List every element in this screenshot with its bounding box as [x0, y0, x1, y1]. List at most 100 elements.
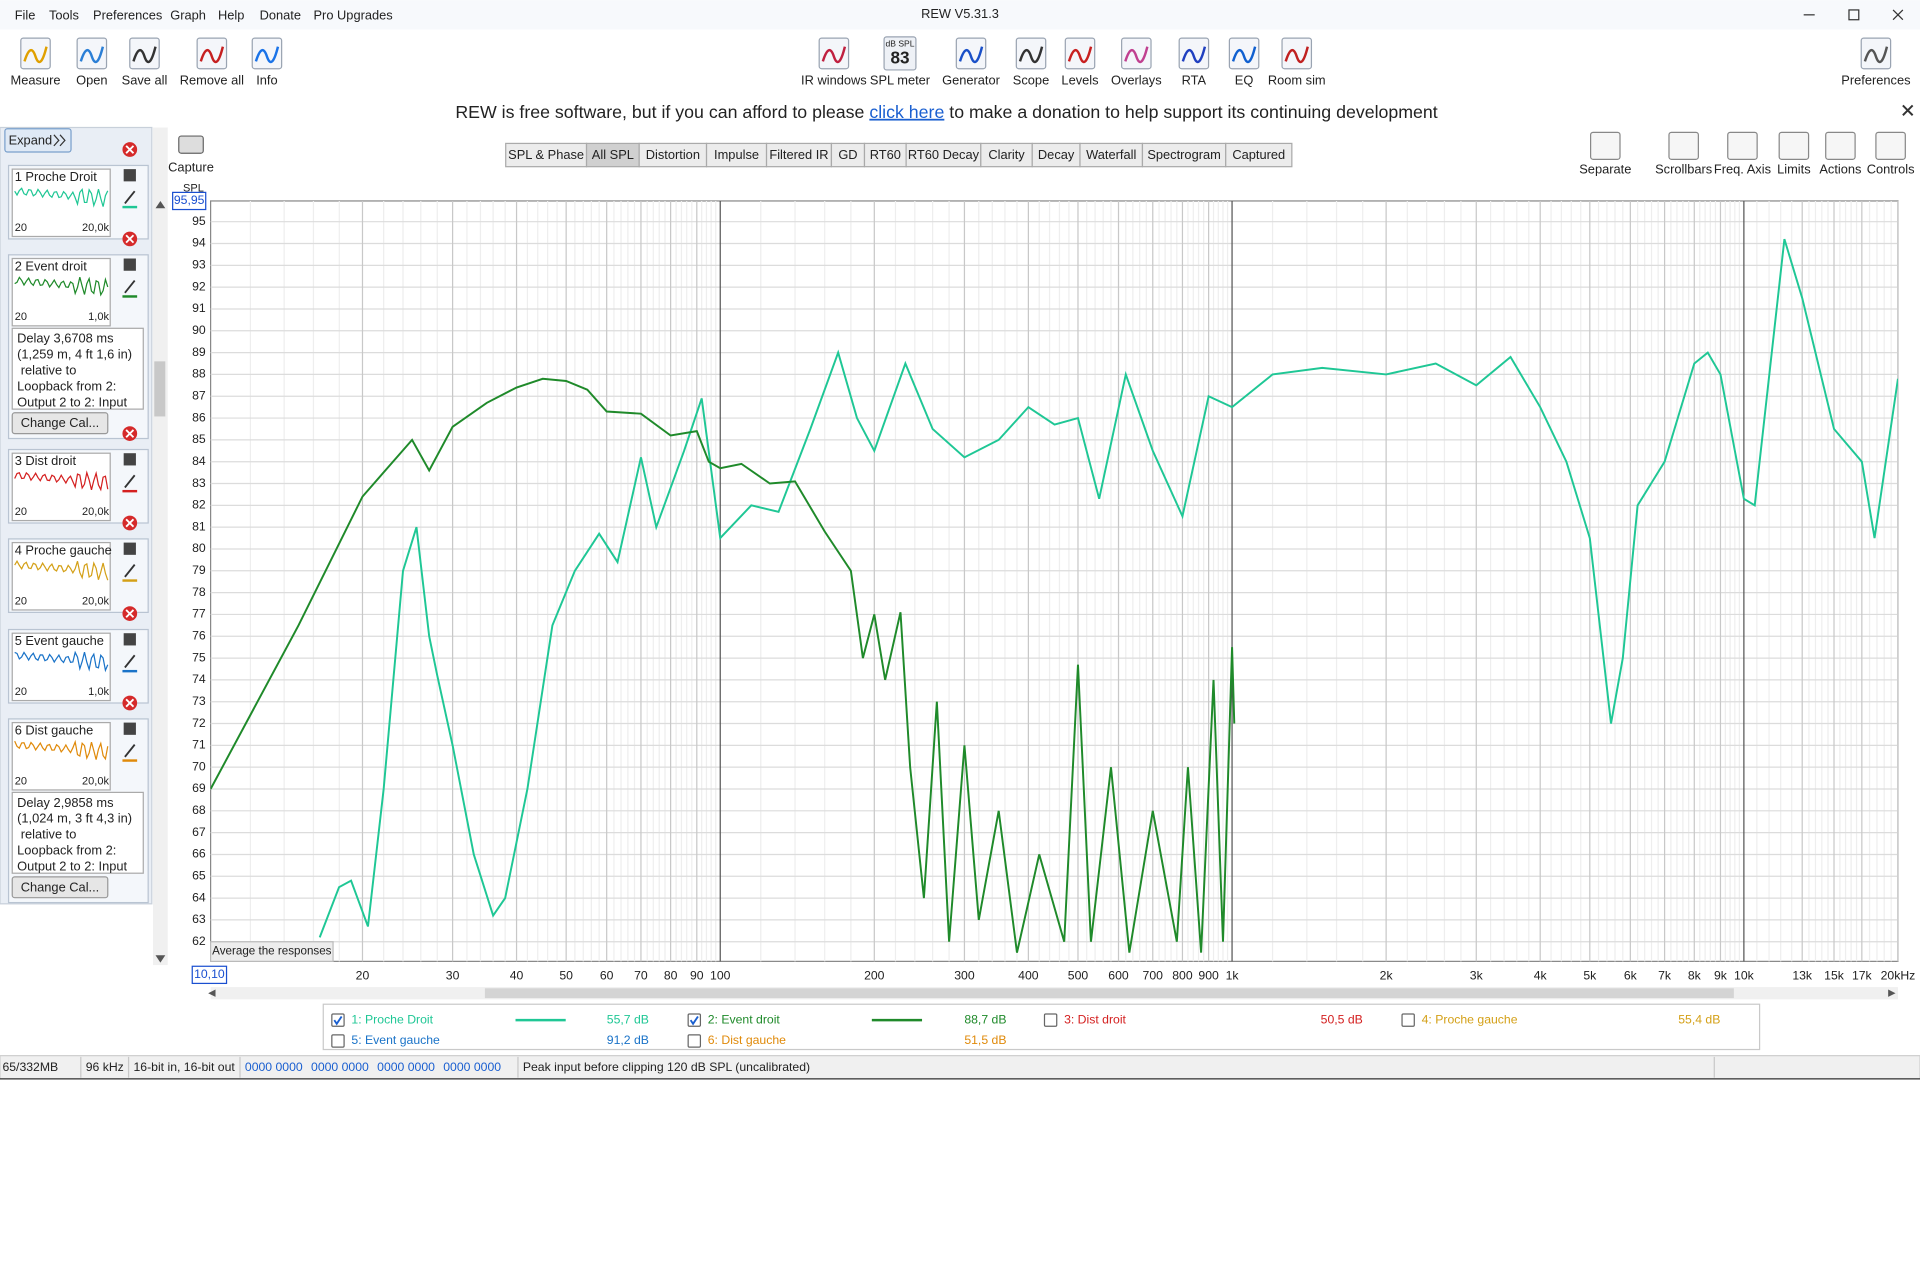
graph-tab-label[interactable]: Waterfall	[1086, 147, 1136, 162]
measurement-label[interactable]: 5 Event gauche	[15, 633, 104, 648]
measurement-label[interactable]: 6 Dist gauche	[15, 723, 94, 738]
toolbar-label[interactable]: IR windows	[801, 72, 867, 87]
legend-check[interactable]	[689, 1015, 699, 1026]
graph-tool-label[interactable]: Limits	[1777, 162, 1811, 177]
restore[interactable]	[1848, 9, 1860, 21]
menu-item[interactable]: File	[15, 7, 36, 22]
graph-tool-label[interactable]: Separate	[1579, 162, 1631, 177]
measurement-label[interactable]: 4 Proche gauche	[15, 543, 112, 558]
save-measurement[interactable]	[123, 722, 136, 735]
legend-checkbox[interactable]	[1043, 1013, 1058, 1027]
graph-tab-label[interactable]: Clarity	[988, 147, 1025, 162]
graph-tab-label[interactable]: Captured	[1232, 147, 1285, 162]
toolbar-label[interactable]: Room sim	[1268, 72, 1326, 87]
legend-name[interactable]: 6: Dist gauche	[708, 1033, 786, 1047]
legend-name[interactable]: 3: Dist droit	[1064, 1012, 1126, 1026]
window-controls[interactable]	[1803, 9, 1914, 116]
expand-label[interactable]: Expand	[9, 132, 53, 147]
graph-tool-icon[interactable]	[1825, 131, 1856, 160]
toolbar-label[interactable]: Save all	[122, 72, 168, 87]
graph-tab-label[interactable]: Impulse	[714, 147, 759, 162]
toolbar-label[interactable]: Scope	[1013, 72, 1049, 87]
toolbar-label[interactable]: Overlays	[1111, 72, 1162, 87]
save-measurement[interactable]	[123, 453, 136, 466]
toolbar-label[interactable]: Info	[256, 72, 277, 87]
x-min-label[interactable]: 10,10	[194, 967, 225, 981]
legend-checkbox[interactable]	[331, 1034, 345, 1048]
banner-close[interactable]	[1902, 104, 1914, 116]
expand-button[interactable]	[4, 128, 72, 153]
toolbar-label[interactable]: EQ	[1235, 72, 1254, 87]
graph-tab-label[interactable]: All SPL	[592, 147, 634, 162]
graph-tool-label[interactable]: Controls	[1867, 162, 1915, 177]
donation-link[interactable]: click here	[869, 101, 944, 121]
graph-tab-label[interactable]: RT60	[870, 147, 901, 162]
average-label[interactable]: Average the responses	[212, 945, 332, 958]
panel-scrollbar[interactable]	[153, 127, 168, 966]
measurement-label[interactable]: 2 Event droit	[15, 258, 88, 273]
toolbar-label[interactable]: Remove all	[180, 72, 244, 87]
toolbar-label[interactable]: Preferences	[1841, 72, 1910, 87]
x-min-box[interactable]	[191, 965, 228, 985]
menu-item[interactable]: Tools	[49, 7, 79, 22]
legend-check[interactable]	[333, 1015, 343, 1026]
menu-item[interactable]: Preferences	[93, 7, 162, 22]
color-pen[interactable]	[124, 190, 136, 204]
legend-name[interactable]: 1: Proche Droit	[351, 1012, 433, 1026]
graph-tab-label[interactable]: Decay	[1038, 147, 1075, 162]
toolbar-label[interactable]: RTA	[1182, 72, 1207, 87]
save-measurement[interactable]	[123, 633, 136, 646]
y-max-label[interactable]: 95,95	[174, 193, 205, 207]
legend-name[interactable]: 2: Event droit	[708, 1012, 781, 1026]
capture-icon[interactable]	[178, 135, 204, 154]
graph-tool-label[interactable]: Freq. Axis	[1714, 162, 1771, 177]
graph-tab-label[interactable]: Distortion	[646, 147, 700, 162]
save-measurement[interactable]	[123, 169, 136, 182]
y-max-box[interactable]	[172, 191, 207, 211]
toolbar-label[interactable]: SPL meter	[870, 72, 931, 87]
legend-checkbox[interactable]	[331, 1013, 345, 1027]
legend-checkbox[interactable]	[687, 1013, 702, 1027]
average-button[interactable]	[209, 941, 334, 962]
graph-tool-icon[interactable]	[1778, 131, 1810, 160]
graph-tool-icon[interactable]	[1590, 131, 1621, 160]
menu-item[interactable]: Graph	[170, 7, 206, 22]
graph-tool-icon[interactable]	[1727, 131, 1758, 160]
save-measurement[interactable]	[123, 542, 136, 555]
menu-item[interactable]: Pro Upgrades	[313, 7, 392, 22]
change-cal-label[interactable]: Change Cal...	[21, 879, 100, 894]
measurement-label[interactable]: 1 Proche Droit	[15, 169, 98, 184]
legend-checkbox[interactable]	[1401, 1013, 1415, 1027]
capture-label[interactable]: Capture	[168, 159, 214, 174]
color-pen[interactable]	[124, 474, 136, 489]
legend-name[interactable]: 5: Event gauche	[351, 1033, 440, 1047]
measurement-thumb[interactable]	[11, 541, 111, 611]
change-cal-button[interactable]	[11, 412, 109, 435]
graph-tool-icon[interactable]	[1668, 131, 1699, 160]
graph-tab[interactable]	[1225, 142, 1293, 168]
graph-tab-label[interactable]: GD	[838, 147, 857, 162]
graph-tab-label[interactable]: RT60 Decay	[908, 147, 980, 162]
graph-tool-label[interactable]: Scrollbars	[1655, 162, 1712, 177]
measurement-thumb[interactable]	[11, 632, 111, 702]
save-measurement[interactable]	[123, 258, 136, 271]
graph-scroll-thumb[interactable]	[484, 988, 1734, 999]
color-pen[interactable]	[124, 279, 136, 294]
color-pen[interactable]	[124, 744, 136, 758]
legend-checkbox[interactable]	[687, 1034, 702, 1048]
toolbar-label[interactable]: Levels	[1061, 72, 1098, 87]
graph-tab-label[interactable]: SPL & Phase	[508, 147, 584, 162]
color-pen[interactable]	[124, 564, 136, 578]
change-cal-label[interactable]: Change Cal...	[21, 415, 100, 430]
panel-scroll-thumb[interactable]	[154, 361, 166, 417]
measurement-thumb[interactable]	[11, 721, 111, 791]
measurement-label[interactable]: 3 Dist droit	[15, 453, 77, 468]
measurement-thumb[interactable]	[11, 452, 111, 522]
graph-tab-label[interactable]: Spectrogram	[1147, 147, 1221, 162]
graph-tab-label[interactable]: Filtered IR	[769, 147, 828, 162]
toolbar-label[interactable]: Generator	[942, 72, 1001, 87]
graph-tool-label[interactable]: Actions	[1819, 162, 1861, 177]
menu-item[interactable]: Help	[218, 7, 244, 22]
menu-item[interactable]: Donate	[260, 7, 301, 22]
color-pen[interactable]	[124, 654, 136, 669]
